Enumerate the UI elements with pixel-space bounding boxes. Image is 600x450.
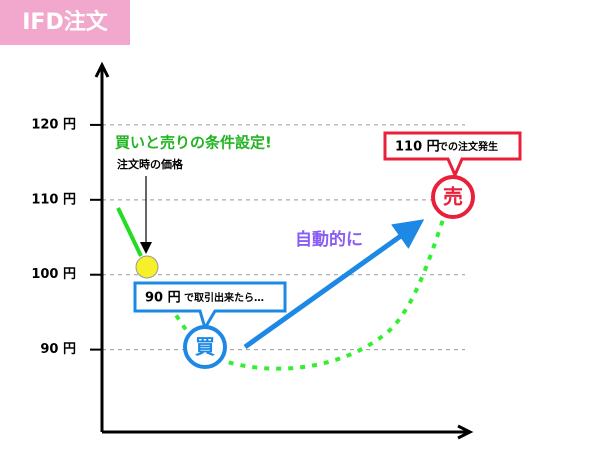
order-point xyxy=(135,255,159,279)
title: IFD注文 xyxy=(22,9,108,35)
y-axis xyxy=(94,61,110,432)
sell-text: での注文発生 xyxy=(438,140,498,153)
price-line xyxy=(116,207,143,257)
buy-mark: 買 xyxy=(195,335,215,359)
y-tick-label: 100 円 xyxy=(31,267,76,282)
y-tick-label: 110 円 xyxy=(31,192,76,207)
auto-arrow xyxy=(243,219,425,350)
buy-price: 90 円 xyxy=(145,291,181,306)
buy-text: で取引出来たら… xyxy=(184,291,264,304)
auto-label: 自動的に xyxy=(295,229,363,250)
buy-callout xyxy=(133,281,287,332)
y-tick-label: 120 円 xyxy=(31,117,76,132)
buy-circle xyxy=(183,325,227,369)
sell-mark: 売 xyxy=(443,185,463,209)
order-price-label: 注文時の価格 xyxy=(117,157,184,171)
y-tick-label: 90 円 xyxy=(40,342,76,357)
condition-label: 買いと売りの条件設定! xyxy=(115,134,272,152)
sell-circle xyxy=(431,175,475,219)
sell-price: 110 円 xyxy=(395,140,440,155)
x-axis xyxy=(102,424,474,440)
title-box xyxy=(0,0,130,45)
sell-callout xyxy=(383,131,522,179)
